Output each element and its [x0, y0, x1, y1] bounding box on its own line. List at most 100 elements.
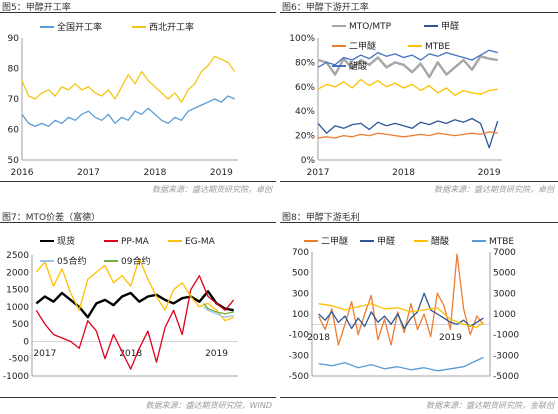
y2-tick-label: -3000 — [493, 351, 519, 361]
legend-label: 醋酸 — [349, 60, 367, 72]
footer-rule — [0, 397, 276, 398]
y-tick-label: 40% — [295, 107, 315, 117]
series-line — [21, 55, 236, 103]
y-tick-label: 500 — [292, 269, 309, 279]
series-line — [317, 49, 498, 68]
x-tick-label: 2017 — [77, 168, 100, 178]
y-tick-label: 2000 — [6, 268, 29, 278]
chart-title: 图7：MTO价差（富德） — [2, 213, 101, 223]
source-note: 数据来源：盛达期货研究院，金联创 — [426, 401, 554, 410]
y-tick-label: -500 — [9, 355, 30, 365]
series-line — [317, 55, 498, 79]
y-tick-label: -1000 — [3, 372, 29, 382]
series-line — [318, 356, 484, 372]
chart-title: 图8：甲醇下游毛利 — [282, 213, 360, 223]
series-line — [317, 117, 499, 149]
line-chart: 0% 20% 40% 60% 80% 100% 2017 2018 2019 MTO/MTP 甲醛二… — [289, 20, 502, 178]
y-tick-label: 1500 — [6, 286, 29, 296]
y-tick-label: 80% — [295, 58, 315, 68]
y2-tick-label: 5000 — [493, 269, 516, 279]
line-chart: -500 -300 -100 100 300 500 700 -5000 -3000 -1000 1… — [289, 235, 520, 382]
y-tick-label: 1000 — [6, 303, 29, 313]
series-line — [317, 131, 498, 139]
chart-panel-1: 图5：甲醇开工率 50 60 70 80 90 2016 2017 2018 2019 全国开工率… — [0, 0, 276, 196]
chart-title: 图5：甲醇开工率 — [2, 3, 71, 13]
footer-rule — [280, 181, 558, 182]
y-tick-label: 0 — [23, 337, 29, 347]
y-tick-label: 100% — [289, 34, 315, 44]
footer-rule — [0, 181, 276, 182]
y-tick-label: 700 — [292, 248, 309, 258]
legend-label: PP-MA — [121, 237, 150, 247]
series-line — [317, 78, 498, 96]
series-line — [35, 257, 234, 322]
x-tick-label: 2018 — [392, 168, 415, 178]
source-note: 数据来源：盛达期货研究院，WIND — [145, 401, 272, 410]
legend-label: 甲醛 — [377, 235, 395, 247]
y2-tick-label: 7000 — [493, 248, 516, 258]
chart-panel-4: 图8：甲醇下游毛利 -500 -300 -100 100 300 500 700 -5000-… — [280, 210, 558, 414]
series-line — [203, 302, 234, 315]
y-tick-label: 50 — [8, 156, 20, 166]
chart-panel-2: 图6：甲醇下游开工率 0% 20% 40% 60% 80% 100% 2017 2018 201… — [280, 0, 558, 196]
y-tick-label: 80 — [8, 65, 20, 75]
y2-tick-label: 1000 — [493, 310, 516, 320]
y-tick-label: 20% — [295, 132, 315, 142]
chart-panel-3: 图7：MTO价差（富德） -1000 -500 0 500 1000 1500 2000 25… — [0, 210, 276, 414]
series-line — [318, 292, 484, 330]
chart-title: 图6：甲醇下游开工率 — [282, 3, 369, 13]
y2-tick-label: -5000 — [493, 372, 519, 382]
legend-label: MTO/MTP — [349, 22, 392, 32]
x-tick-label: 2019 — [210, 168, 233, 178]
series-line — [35, 290, 234, 319]
legend-label: 甲醛 — [441, 20, 459, 32]
series-line — [35, 275, 235, 370]
line-chart: 50 60 70 80 90 2016 2017 2018 2019 全国开工率 西北开工率 — [8, 21, 238, 178]
x-tick-label: 2018 — [119, 349, 142, 359]
footer-rule — [280, 397, 558, 398]
y-tick-label: 60% — [295, 83, 315, 93]
header-rule — [0, 222, 276, 223]
legend-label: 二甲醚 — [349, 40, 376, 52]
series-line — [203, 306, 234, 318]
y-tick-label: 90 — [8, 34, 20, 44]
y-tick-label: 60 — [8, 126, 20, 136]
legend-label: MTBE — [425, 42, 450, 52]
legend-label: 西北开工率 — [149, 21, 194, 33]
legend-label: 现货 — [57, 235, 75, 247]
legend-label: 05合约 — [57, 255, 86, 267]
x-tick-label: 2019 — [439, 333, 462, 343]
x-tick-label: 2018 — [307, 333, 330, 343]
x-tick-label: 2019 — [478, 168, 501, 178]
series-line — [318, 303, 484, 329]
line-chart: -1000 -500 0 500 1000 1500 2000 2500 2017 2018 201… — [3, 235, 238, 382]
header-rule — [0, 12, 276, 13]
source-note: 数据来源：盛达期货研究院，卓创 — [434, 185, 554, 194]
header-rule — [280, 12, 558, 13]
legend-label: 全国开工率 — [57, 21, 102, 33]
y-tick-label: 0% — [301, 156, 316, 166]
series-line — [318, 253, 484, 346]
series-line — [21, 95, 235, 128]
header-rule — [280, 222, 558, 223]
y-tick-label: 500 — [12, 320, 29, 330]
legend-label: 二甲醚 — [321, 235, 348, 247]
y2-tick-label: 3000 — [493, 289, 516, 299]
y-tick-label: -500 — [289, 372, 310, 382]
legend-label: EG-MA — [185, 237, 216, 247]
y2-tick-label: -1000 — [493, 331, 519, 341]
y-tick-label: 70 — [8, 95, 20, 105]
x-tick-label: 2019 — [205, 349, 228, 359]
y-tick-label: -100 — [289, 331, 310, 341]
legend-label: 09合约 — [121, 255, 150, 267]
x-tick-label: 2017 — [33, 349, 56, 359]
legend-label: 醋酸 — [431, 235, 449, 247]
x-tick-label: 2018 — [143, 168, 166, 178]
x-tick-label: 2016 — [11, 168, 34, 178]
y-tick-label: 2500 — [6, 251, 29, 261]
y-tick-label: -300 — [289, 351, 310, 361]
source-note: 数据来源：盛达期货研究院，卓创 — [152, 185, 272, 194]
y-tick-label: 100 — [292, 310, 309, 320]
legend-label: MTBE — [489, 237, 514, 247]
x-tick-label: 2017 — [307, 168, 330, 178]
